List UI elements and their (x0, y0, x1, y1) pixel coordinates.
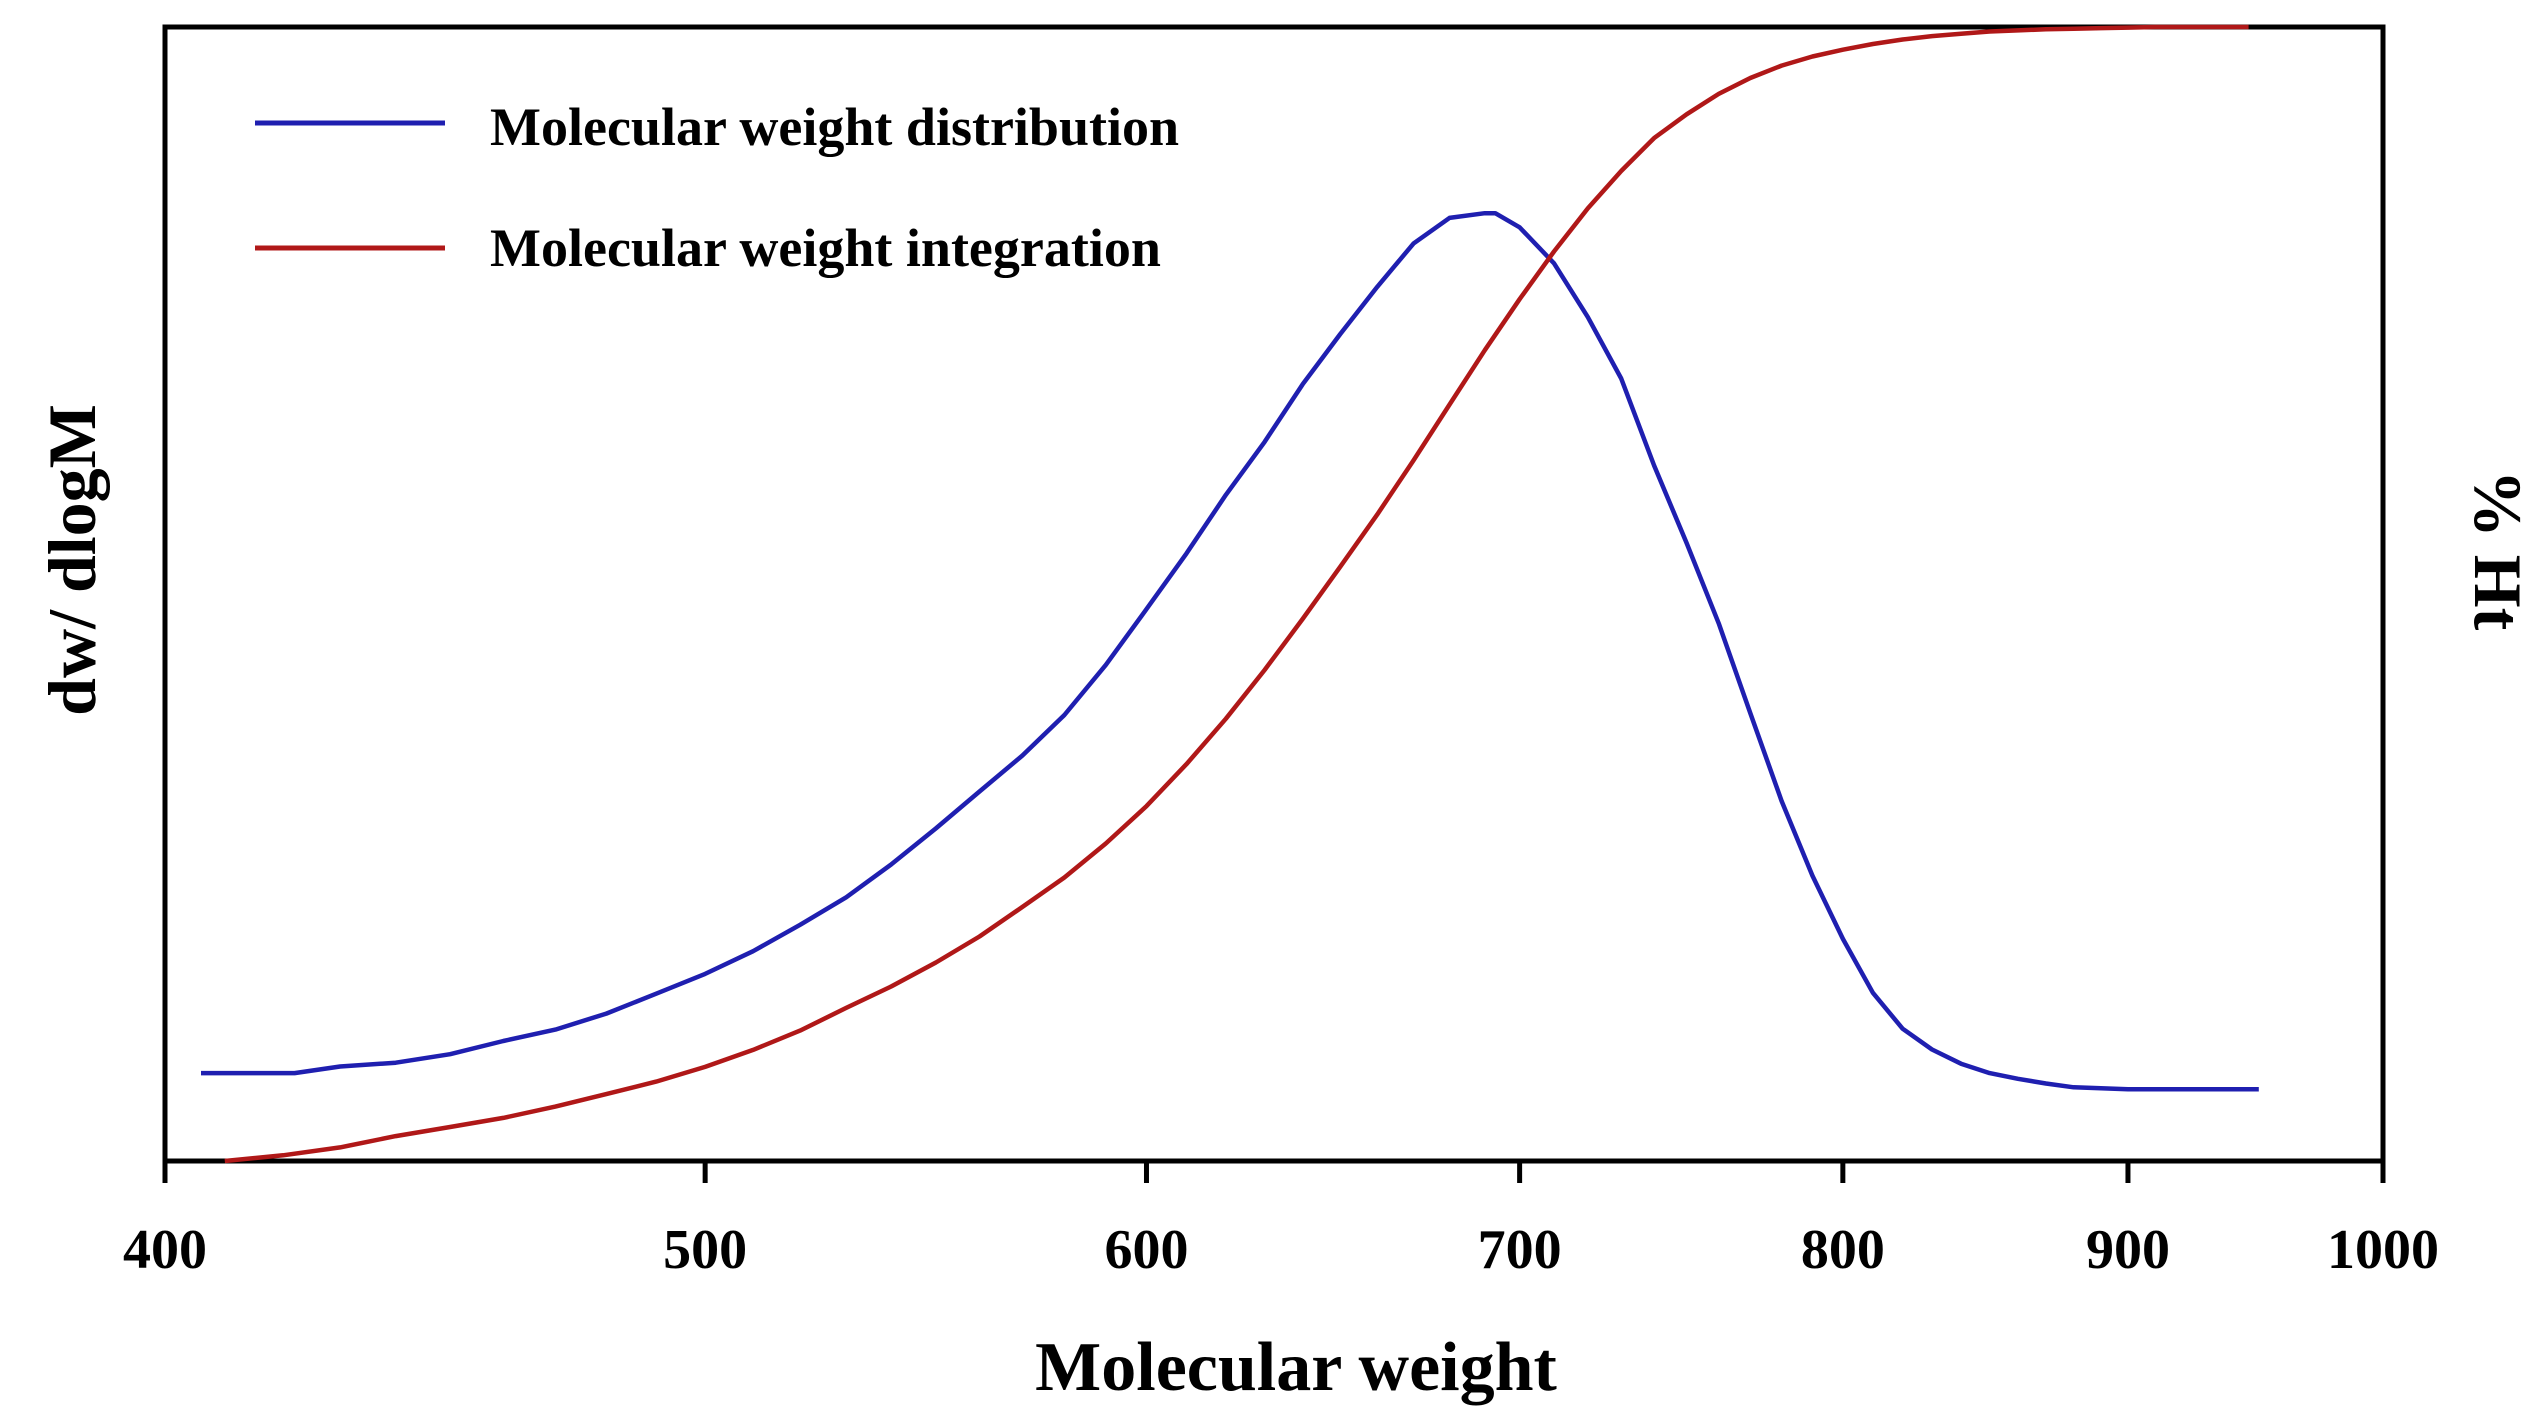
x-tick-label-800: 800 (1801, 1219, 1885, 1281)
x-tick-label-900: 900 (2086, 1219, 2170, 1281)
y-axis-title-left: dw/ dlogM (34, 404, 110, 716)
legend-label-integration: Molecular weight integration (490, 218, 1161, 278)
series-line-distribution (201, 210, 2259, 1092)
legend: Molecular weight distribution Molecular … (255, 97, 1179, 278)
y-axis-title-right: % Ht (2460, 470, 2524, 631)
x-tick-label-1000: 1000 (2327, 1219, 2439, 1281)
x-tick-label-400: 400 (123, 1219, 207, 1281)
x-axis: 400 500 600 700 800 900 1000 (123, 1161, 2439, 1281)
x-tick-label-700: 700 (1478, 1219, 1562, 1281)
legend-label-distribution: Molecular weight distribution (490, 97, 1179, 157)
series-line-integration (224, 24, 2249, 1164)
x-tick-label-500: 500 (663, 1219, 747, 1281)
x-tick-label-600: 600 (1104, 1219, 1188, 1281)
series-layer (201, 24, 2259, 1164)
x-axis-title: Molecular weight (1035, 1329, 1557, 1406)
plot-frame (162, 24, 2386, 1164)
